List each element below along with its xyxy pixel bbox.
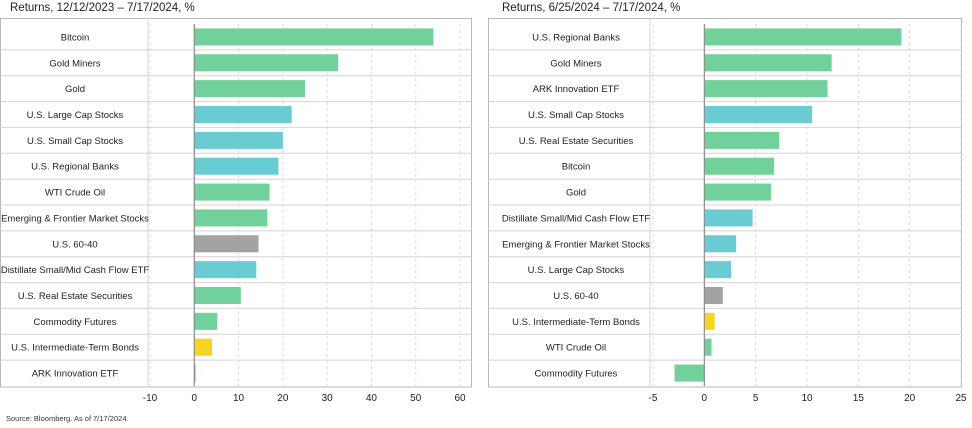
category-label: Gold xyxy=(566,188,586,199)
x-tick-label: 20 xyxy=(904,393,916,404)
x-tick-label: 10 xyxy=(233,393,245,404)
bar xyxy=(704,183,772,201)
x-tick-label: 60 xyxy=(454,393,466,404)
bar xyxy=(704,286,723,305)
bar xyxy=(704,235,737,253)
category-label: U.S. Intermediate-Term Bonds xyxy=(512,317,640,328)
bar xyxy=(704,157,775,175)
category-label: Emerging & Frontier Market Stocks xyxy=(1,213,149,224)
category-label: U.S. Large Cap Stocks xyxy=(528,265,625,276)
bar xyxy=(704,209,753,227)
bar xyxy=(704,54,832,72)
category-label: U.S. Small Cap Stocks xyxy=(27,136,123,147)
category-label: Gold xyxy=(65,84,85,95)
plot-frame xyxy=(0,18,472,388)
category-label: U.S. Regional Banks xyxy=(31,162,119,173)
category-label: U.S. Large Cap Stocks xyxy=(27,110,124,121)
source-note: Source: Bloomberg. As of 7/17/2024. xyxy=(6,414,129,423)
bar xyxy=(704,105,813,124)
bar xyxy=(194,105,292,124)
bar xyxy=(704,28,902,46)
category-label: Gold Miners xyxy=(49,58,100,69)
bar xyxy=(194,28,434,46)
bar xyxy=(704,338,712,356)
category-label: Distillate Small/Mid Cash Flow ETF xyxy=(502,213,651,224)
category-label: U.S. 60-40 xyxy=(52,239,97,250)
x-tick-label: 40 xyxy=(366,393,378,404)
category-label: Distillate Small/Mid Cash Flow ETF xyxy=(1,265,150,276)
bar xyxy=(194,286,241,305)
x-tick-label: 50 xyxy=(410,393,422,404)
chart-title: Returns, 6/25/2024 – 7/17/2024, % xyxy=(502,2,681,14)
bar xyxy=(704,312,715,330)
left-bar-chart: -10 0 10 20 30 40 50 60 Bitcoin Gold Miners Gold U.… xyxy=(0,18,472,404)
category-label: U.S. Small Cap Stocks xyxy=(528,110,624,121)
x-tick-label: 0 xyxy=(192,393,198,404)
category-label: U.S. Regional Banks xyxy=(532,32,620,43)
bar xyxy=(704,131,780,149)
x-tick-label: 30 xyxy=(322,393,334,404)
bar xyxy=(704,80,828,98)
bar xyxy=(194,235,259,253)
bar xyxy=(674,364,705,382)
category-label: U.S. Real Estate Securities xyxy=(519,136,634,147)
category-label: Commodity Futures xyxy=(535,369,618,380)
category-label: Bitcoin xyxy=(61,32,90,43)
category-label: Emerging & Frontier Market Stocks xyxy=(502,239,650,250)
bar xyxy=(194,364,196,382)
x-tick-label: 0 xyxy=(702,393,708,404)
category-label: WTI Crude Oil xyxy=(45,188,105,199)
bar xyxy=(194,312,218,330)
category-label: Bitcoin xyxy=(562,162,591,173)
category-label: ARK Innovation ETF xyxy=(32,369,119,380)
x-tick-label: 25 xyxy=(955,393,967,404)
category-label: Gold Miners xyxy=(550,58,601,69)
category-label: WTI Crude Oil xyxy=(546,343,606,354)
left-chart-panel: Returns, 12/12/2023 – 7/17/2024, % -10 0 1… xyxy=(0,0,480,412)
category-label: U.S. 60-40 xyxy=(553,291,598,302)
bar xyxy=(704,261,732,279)
right-bar-chart: -5 0 5 10 15 20 25 U.S. Regional Banks Gold Mine… xyxy=(488,18,967,404)
category-label: U.S. Real Estate Securities xyxy=(18,291,133,302)
category-label: Commodity Futures xyxy=(34,317,117,328)
bar xyxy=(194,131,283,149)
x-tick-label: 20 xyxy=(277,393,289,404)
bar xyxy=(194,157,279,175)
chart-title: Returns, 12/12/2023 – 7/17/2024, % xyxy=(10,2,195,14)
x-tick-label: 15 xyxy=(853,393,865,404)
x-tick-label: 5 xyxy=(753,393,759,404)
bar xyxy=(194,209,268,227)
bar xyxy=(194,80,305,98)
bar xyxy=(194,183,270,201)
category-label: ARK Innovation ETF xyxy=(533,84,620,95)
category-label: U.S. Intermediate-Term Bonds xyxy=(11,343,139,354)
x-tick-label: 10 xyxy=(801,393,813,404)
bar xyxy=(194,338,212,356)
plot-frame xyxy=(488,18,962,388)
bar xyxy=(194,261,257,279)
bar xyxy=(194,54,339,72)
right-chart-panel: Returns, 6/25/2024 – 7/17/2024, % -5 0 5 10… xyxy=(488,0,972,412)
x-tick-label: -5 xyxy=(649,393,658,404)
x-tick-label: -10 xyxy=(143,393,158,404)
